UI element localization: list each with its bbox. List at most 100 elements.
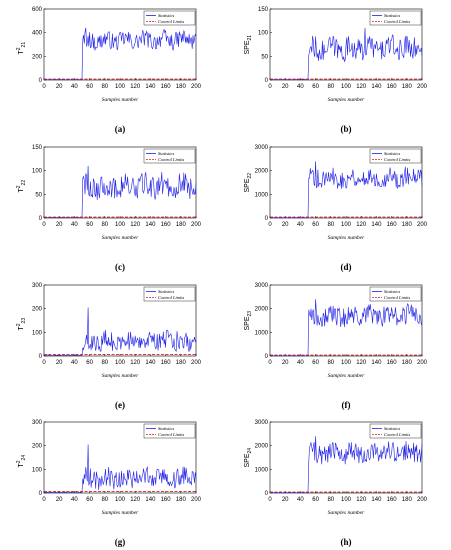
chart-svg: 0 20 40 60 80 100 120 140 160 180 200 0 100 200 300 Sam… bbox=[16, 420, 202, 516]
x-tick-label: 200 bbox=[191, 222, 202, 228]
x-tick-label: 0 bbox=[268, 222, 272, 228]
x-tick-label: 80 bbox=[327, 497, 334, 503]
y-axis-label: T224 bbox=[16, 455, 27, 468]
x-tick-label: 100 bbox=[341, 497, 352, 503]
x-tick-label: 120 bbox=[130, 84, 141, 90]
chart-panel-d: 0 20 40 60 80 100 120 140 160 180 200 0 1000 2000 3000… bbox=[226, 138, 451, 275]
x-tick-label: 20 bbox=[56, 360, 63, 366]
x-tick-label: 60 bbox=[86, 84, 93, 90]
y-tick-label: 200 bbox=[32, 54, 43, 60]
x-axis-label: Samples number bbox=[102, 97, 139, 103]
x-tick-label: 20 bbox=[282, 84, 289, 90]
y-tick-label: 3000 bbox=[255, 145, 269, 151]
panel-caption: (c) bbox=[115, 262, 125, 272]
x-tick-label: 40 bbox=[71, 222, 78, 228]
x-tick-label: 140 bbox=[145, 84, 156, 90]
x-tick-label: 120 bbox=[130, 360, 141, 366]
legend-label-control-limits: Control Limits bbox=[158, 157, 184, 162]
x-tick-label: 100 bbox=[115, 360, 126, 366]
y-tick-label: 100 bbox=[32, 169, 43, 175]
x-tick-label: 0 bbox=[268, 360, 272, 366]
y-tick-label: 2000 bbox=[255, 444, 269, 450]
x-tick-label: 20 bbox=[56, 497, 63, 503]
x-tick-label: 180 bbox=[402, 497, 413, 503]
legend-box bbox=[369, 148, 422, 164]
x-tick-label: 40 bbox=[71, 84, 78, 90]
x-tick-label: 80 bbox=[327, 360, 334, 366]
y-tick-label: 1000 bbox=[255, 330, 269, 336]
x-tick-label: 80 bbox=[327, 84, 334, 90]
y-axis-label: T222 bbox=[16, 180, 27, 193]
legend-box bbox=[369, 286, 422, 302]
chart-panel-b: 0 20 40 60 80 100 120 140 160 180 200 0 50 100 150 Samp… bbox=[226, 0, 451, 137]
panel-caption: (f) bbox=[341, 400, 351, 410]
x-tick-label: 60 bbox=[312, 360, 319, 366]
chart-svg: 0 20 40 60 80 100 120 140 160 180 200 0 200 400 600 Sam… bbox=[16, 7, 202, 103]
chart-panel-c: 0 20 40 60 80 100 120 140 160 180 200 0 50 100 150 Samp… bbox=[0, 138, 225, 275]
x-tick-label: 60 bbox=[86, 497, 93, 503]
statistics-line bbox=[43, 444, 197, 493]
x-tick-label: 200 bbox=[417, 497, 428, 503]
x-tick-label: 160 bbox=[387, 360, 398, 366]
y-tick-label: 0 bbox=[265, 491, 269, 497]
x-tick-label: 200 bbox=[191, 84, 202, 90]
panel-caption: (e) bbox=[115, 400, 125, 410]
y-tick-label: 300 bbox=[32, 283, 43, 289]
chart-svg: 0 20 40 60 80 100 120 140 160 180 2000100020003000… bbox=[244, 283, 428, 379]
y-tick-label: 1000 bbox=[255, 467, 269, 473]
x-tick-label: 200 bbox=[191, 360, 202, 366]
y-axis-label: SPE21 bbox=[244, 35, 253, 55]
x-tick-label: 120 bbox=[130, 222, 141, 228]
panel-caption: (d) bbox=[340, 262, 352, 272]
statistics-line bbox=[269, 436, 423, 494]
x-axis-label: Samples number bbox=[328, 97, 365, 103]
y-tick-label: 0 bbox=[265, 354, 269, 360]
x-axis-label: Samples number bbox=[102, 235, 139, 241]
x-tick-label: 40 bbox=[297, 497, 304, 503]
chart-svg: 0 20 40 60 80 100 120 140 160 180 2000100020003000… bbox=[244, 145, 428, 241]
x-tick-label: 0 bbox=[268, 497, 272, 503]
x-tick-label: 20 bbox=[282, 360, 289, 366]
x-tick-label: 140 bbox=[371, 497, 382, 503]
x-axis-label: Samples number bbox=[328, 373, 365, 379]
x-tick-label: 160 bbox=[161, 222, 172, 228]
x-tick-label: 0 bbox=[42, 222, 46, 228]
chart-svg: 0 20 40 60 80 100 120 140 160 180 200 0 50 100 150 Samp… bbox=[244, 7, 428, 103]
x-tick-label: 20 bbox=[56, 222, 63, 228]
y-tick-label: 150 bbox=[32, 145, 43, 151]
statistics-line bbox=[44, 307, 197, 356]
x-tick-label: 0 bbox=[42, 360, 46, 366]
y-tick-label: 2000 bbox=[255, 169, 269, 175]
legend-label-control-limits: Control Limits bbox=[384, 432, 410, 437]
x-tick-label: 100 bbox=[341, 360, 352, 366]
chart-svg: 0 20 40 60 80 100 120 140 160 180 200 0 50 100 150 Samp… bbox=[16, 145, 202, 241]
legend-box bbox=[143, 423, 196, 439]
x-tick-label: 160 bbox=[161, 497, 172, 503]
x-tick-label: 140 bbox=[145, 360, 156, 366]
x-tick-label: 100 bbox=[115, 497, 126, 503]
x-tick-label: 160 bbox=[387, 84, 398, 90]
y-tick-label: 0 bbox=[39, 491, 43, 497]
x-tick-label: 20 bbox=[282, 222, 289, 228]
x-tick-label: 140 bbox=[371, 360, 382, 366]
statistics-line bbox=[43, 165, 197, 219]
legend-label-control-limits: Control Limits bbox=[384, 157, 410, 162]
y-tick-label: 50 bbox=[261, 54, 268, 60]
x-tick-label: 100 bbox=[115, 222, 126, 228]
x-tick-label: 20 bbox=[56, 84, 63, 90]
statistics-line bbox=[270, 299, 423, 357]
x-tick-label: 80 bbox=[101, 497, 108, 503]
y-tick-label: 0 bbox=[265, 78, 269, 84]
x-tick-label: 100 bbox=[341, 84, 352, 90]
x-tick-label: 120 bbox=[356, 222, 367, 228]
x-tick-label: 40 bbox=[297, 84, 304, 90]
y-tick-label: 0 bbox=[39, 216, 43, 222]
x-tick-label: 140 bbox=[145, 222, 156, 228]
legend-label-statistics: Statistics bbox=[384, 151, 400, 156]
legend-label-statistics: Statistics bbox=[158, 289, 174, 294]
legend-box bbox=[143, 286, 196, 302]
y-tick-label: 100 bbox=[32, 467, 43, 473]
y-tick-label: 0 bbox=[39, 78, 43, 84]
x-tick-label: 60 bbox=[86, 360, 93, 366]
y-tick-label: 0 bbox=[39, 354, 43, 360]
